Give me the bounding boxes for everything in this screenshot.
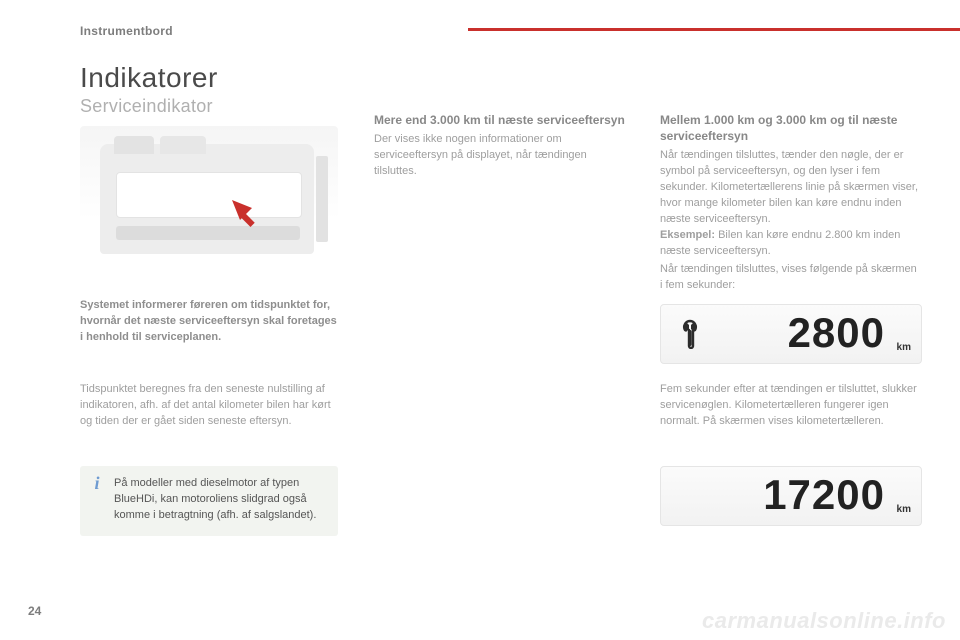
illustration-display-slot	[116, 172, 302, 218]
odometer-display-1: 2800 km	[660, 304, 922, 364]
right-body-1: Når tændingen tilsluttes, tænder den nøg…	[660, 148, 922, 228]
right-body-2: Eksempel: Bilen kan køre endnu 2.800 km …	[660, 228, 922, 260]
right-body-4: Fem sekunder efter at tændingen er tilsl…	[660, 382, 922, 430]
page-title: Indikatorer	[80, 62, 218, 94]
middle-title: Mere end 3.000 km til næste serviceefter…	[374, 112, 629, 128]
right-section: Mellem 1.000 km og 3.000 km og til næste…	[660, 112, 922, 294]
info-box-text: På modeller med dieselmotor af typen Blu…	[114, 477, 316, 521]
page-number: 24	[28, 604, 41, 618]
odometer-display-2: 17200 km	[660, 466, 922, 526]
illustration-tab	[114, 136, 154, 154]
info-box: i På modeller med dieselmotor af typen B…	[80, 466, 338, 536]
pointer-arrow-icon	[230, 198, 266, 234]
info-icon: i	[88, 474, 106, 492]
wrench-icon	[677, 319, 703, 356]
left-paragraph-2: Tidspunktet beregnes fra den seneste nul…	[80, 382, 340, 430]
page: Instrumentbord Indikatorer Serviceindika…	[0, 0, 960, 640]
odometer-digits: 2800	[788, 309, 885, 357]
illustration-strip	[116, 226, 300, 240]
right-title: Mellem 1.000 km og 3.000 km og til næste…	[660, 112, 922, 144]
illustration-side-shade	[316, 156, 328, 242]
illustration-tab	[160, 136, 206, 154]
accent-bar	[468, 28, 960, 31]
section-label: Instrumentbord	[80, 24, 173, 38]
odometer-digits: 17200	[763, 471, 885, 519]
left-paragraph-1: Systemet informerer føreren om tidspunkt…	[80, 298, 340, 346]
right-body-4-wrap: Fem sekunder efter at tændingen er tilsl…	[660, 382, 922, 430]
page-subhead: Serviceindikator	[80, 96, 213, 117]
dashboard-illustration	[80, 126, 338, 286]
right-body-3: Når tændingen tilsluttes, vises følgende…	[660, 262, 922, 294]
odometer-unit: km	[897, 504, 911, 515]
watermark: carmanualsonline.info	[702, 608, 946, 634]
middle-section: Mere end 3.000 km til næste serviceefter…	[374, 112, 629, 180]
odometer-unit: km	[897, 342, 911, 353]
middle-body: Der vises ikke nogen informationer om se…	[374, 132, 629, 180]
